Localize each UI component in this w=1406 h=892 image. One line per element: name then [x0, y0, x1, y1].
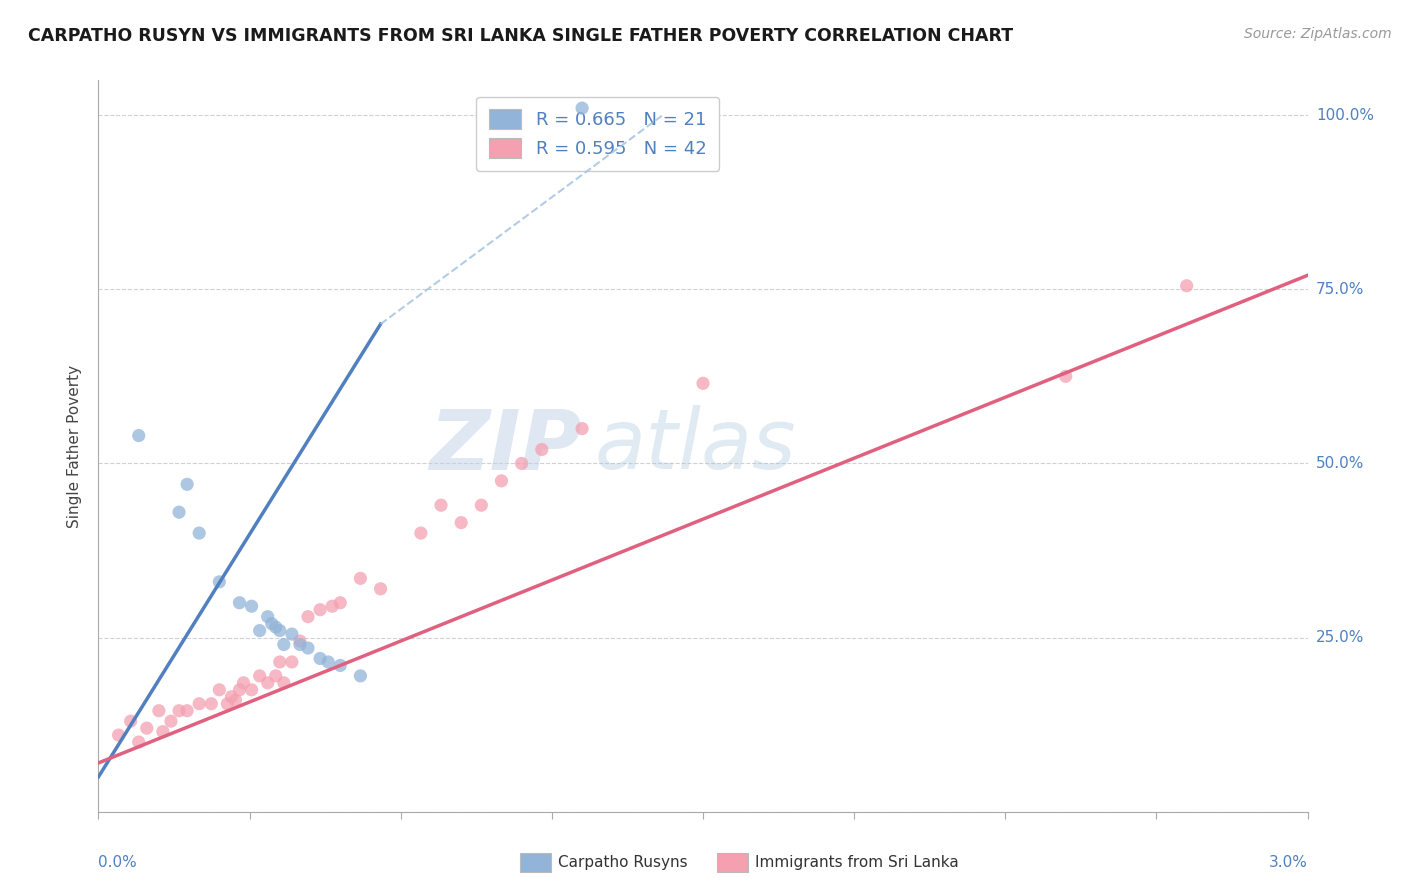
- Point: [430, 498, 453, 512]
- Point: [256, 676, 278, 690]
- Point: [297, 609, 319, 624]
- Point: [510, 457, 533, 471]
- Point: [309, 603, 332, 617]
- Point: [692, 376, 714, 391]
- Point: [269, 624, 291, 638]
- Point: [228, 596, 250, 610]
- Point: [120, 714, 142, 728]
- Point: [329, 658, 352, 673]
- Point: [273, 676, 295, 690]
- Point: [316, 655, 339, 669]
- Point: [450, 516, 472, 530]
- Point: [264, 669, 287, 683]
- Point: [329, 596, 352, 610]
- Point: [148, 704, 170, 718]
- Point: [1175, 278, 1198, 293]
- Point: [264, 620, 287, 634]
- Point: [221, 690, 243, 704]
- Point: [370, 582, 392, 596]
- Point: [470, 498, 492, 512]
- Point: [530, 442, 553, 457]
- Text: CARPATHO RUSYN VS IMMIGRANTS FROM SRI LANKA SINGLE FATHER POVERTY CORRELATION CH: CARPATHO RUSYN VS IMMIGRANTS FROM SRI LA…: [28, 27, 1014, 45]
- Text: 25.0%: 25.0%: [1316, 630, 1364, 645]
- Legend: R = 0.665   N = 21, R = 0.595   N = 42: R = 0.665 N = 21, R = 0.595 N = 42: [477, 96, 720, 170]
- Point: [288, 634, 311, 648]
- Point: [128, 735, 150, 749]
- Point: [249, 669, 271, 683]
- Point: [107, 728, 129, 742]
- Point: [249, 624, 271, 638]
- Point: [188, 526, 211, 541]
- Point: [571, 421, 593, 435]
- Point: [281, 655, 304, 669]
- Point: [1054, 369, 1077, 384]
- Text: 50.0%: 50.0%: [1316, 456, 1364, 471]
- Point: [273, 638, 295, 652]
- Text: atlas: atlas: [595, 406, 796, 486]
- Text: 100.0%: 100.0%: [1316, 108, 1374, 122]
- Point: [409, 526, 432, 541]
- Text: Source: ZipAtlas.com: Source: ZipAtlas.com: [1244, 27, 1392, 41]
- Point: [160, 714, 183, 728]
- Point: [349, 669, 371, 683]
- Point: [128, 428, 150, 442]
- Point: [167, 704, 190, 718]
- Text: 0.0%: 0.0%: [98, 855, 138, 870]
- Point: [240, 682, 263, 697]
- Point: [349, 571, 371, 585]
- Point: [281, 627, 304, 641]
- Point: [288, 638, 311, 652]
- Point: [571, 101, 593, 115]
- Point: [224, 693, 246, 707]
- Point: [135, 721, 157, 735]
- Point: [152, 724, 174, 739]
- Point: [188, 697, 211, 711]
- Text: ZIP: ZIP: [429, 406, 582, 486]
- Point: [176, 477, 198, 491]
- Point: [240, 599, 263, 614]
- Point: [232, 676, 254, 690]
- Point: [269, 655, 291, 669]
- Text: Immigrants from Sri Lanka: Immigrants from Sri Lanka: [755, 855, 959, 870]
- Point: [228, 682, 250, 697]
- Point: [309, 651, 332, 665]
- Text: Carpatho Rusyns: Carpatho Rusyns: [558, 855, 688, 870]
- Point: [200, 697, 222, 711]
- Text: 3.0%: 3.0%: [1268, 855, 1308, 870]
- Point: [217, 697, 239, 711]
- Point: [208, 574, 231, 589]
- Point: [260, 616, 283, 631]
- Text: 75.0%: 75.0%: [1316, 282, 1364, 297]
- Point: [321, 599, 343, 614]
- Point: [176, 704, 198, 718]
- Point: [297, 640, 319, 655]
- Point: [256, 609, 278, 624]
- Point: [208, 682, 231, 697]
- Point: [167, 505, 190, 519]
- Y-axis label: Single Father Poverty: Single Father Poverty: [67, 365, 83, 527]
- Point: [491, 474, 513, 488]
